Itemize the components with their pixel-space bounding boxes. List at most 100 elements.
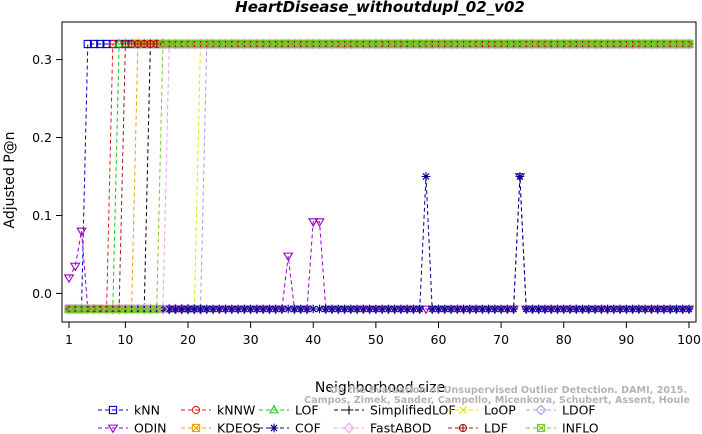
series-line-inflo <box>69 43 689 310</box>
data-point-cof <box>603 304 612 314</box>
x-tick-label: 10 <box>117 332 133 347</box>
legend-marker <box>535 404 547 416</box>
x-tick-label: 90 <box>618 332 634 347</box>
data-point-cof <box>515 172 525 181</box>
data-point-cof <box>446 304 456 314</box>
legend-label: FastABOD <box>370 421 432 434</box>
data-point-cof <box>202 304 212 314</box>
legend-marker <box>191 423 201 433</box>
data-point-cof <box>315 304 324 314</box>
legend-item-lof: LOF <box>259 403 319 418</box>
legend-label: LDOF <box>562 403 596 418</box>
x-tick-label: 40 <box>305 332 321 347</box>
data-point-cof <box>665 304 675 314</box>
data-point-cof <box>252 304 262 314</box>
legend-marker <box>107 424 119 434</box>
series-line-cof <box>69 176 689 310</box>
data-point-cof <box>365 304 374 314</box>
data-point-cof <box>402 304 412 314</box>
series-simplifiedlof <box>64 39 694 314</box>
data-point-odin <box>63 274 75 284</box>
series-line-knn <box>69 43 689 310</box>
legend-label: COF <box>295 421 321 434</box>
legend-item-ldof: LDOF <box>526 403 596 418</box>
series-line-loop <box>69 43 689 310</box>
axes-layer: 1 10 20 30 40 50 60 70 80 90 100 0.0 0.1 0.2 0.3 <box>32 21 701 347</box>
legend-label: SimplifiedLOF <box>370 403 456 418</box>
data-point-cof <box>208 304 218 314</box>
data-point-cof <box>177 304 187 314</box>
data-point-cof <box>534 304 544 314</box>
legend-label: LoOP <box>484 403 516 418</box>
data-point-cof <box>540 304 550 314</box>
data-point-cof <box>409 304 418 314</box>
legend-label: LDF <box>484 421 508 434</box>
data-point-cof <box>396 304 406 314</box>
series-line-lof <box>69 43 689 310</box>
data-point-cof <box>427 304 437 314</box>
data-point-cof <box>352 304 362 314</box>
x-tick-label: 1 <box>65 332 73 347</box>
x-tick-label: 30 <box>243 332 259 347</box>
data-point-cof <box>640 304 650 314</box>
data-point-cof <box>321 304 331 314</box>
y-tick-label: 0.3 <box>32 52 52 67</box>
data-point-cof <box>622 304 631 314</box>
legend-item-kdeos: KDEOS <box>181 421 261 434</box>
data-point-cof <box>359 304 368 314</box>
data-point-cof <box>659 304 669 314</box>
data-point-cof <box>509 304 518 314</box>
data-point-cof <box>490 304 500 314</box>
data-point-cof <box>478 304 487 314</box>
legend-label: kNN <box>134 403 160 418</box>
series-line-kdeos <box>69 43 689 310</box>
legend-label: kNNW <box>217 403 255 418</box>
data-point-cof <box>333 304 343 314</box>
data-point-odin <box>420 305 432 315</box>
series-fastabod <box>63 38 695 315</box>
data-point-cof <box>521 304 531 314</box>
series-line-odin <box>68 176 689 310</box>
data-point-cof <box>609 304 619 314</box>
legend-marker <box>344 405 354 415</box>
data-point-inflo <box>152 304 161 314</box>
x-tick-label: 20 <box>180 332 196 347</box>
legend-label: KDEOS <box>217 421 261 434</box>
data-point-cof <box>296 304 306 314</box>
data-point-cof <box>434 304 443 314</box>
series-odin <box>63 173 695 315</box>
data-point-cof <box>615 304 625 314</box>
data-point-cof <box>371 304 381 314</box>
x-tick-label: 70 <box>493 332 509 347</box>
series-line-simplifiedlof <box>69 43 689 310</box>
series-line-ldof <box>69 43 689 310</box>
data-point-cof <box>421 172 431 181</box>
data-point-odin <box>282 252 294 262</box>
data-point-cof <box>233 304 243 314</box>
legend-marker <box>191 405 201 415</box>
series-line-ldf <box>69 43 689 310</box>
data-point-cof <box>559 304 569 314</box>
data-point-cof <box>628 304 637 314</box>
data-point-cof <box>214 304 224 314</box>
y-tick-label: 0.1 <box>32 208 52 223</box>
data-point-cof <box>578 304 587 314</box>
data-point-lof <box>114 38 124 48</box>
legend-label: ODIN <box>134 421 167 434</box>
x-tick-label: 50 <box>368 332 384 347</box>
data-point-cof <box>503 304 512 314</box>
data-point-cof <box>597 304 606 314</box>
series-line-fastabod <box>69 43 689 310</box>
data-point-cof <box>171 304 180 314</box>
data-point-cof <box>346 304 356 314</box>
data-point-cof <box>227 304 237 314</box>
data-point-knn <box>83 39 92 49</box>
y-axis-label: Adjusted P@n <box>2 131 18 228</box>
data-point-cof <box>384 304 393 314</box>
legend-item-inflo: INFLO <box>526 421 599 434</box>
legend-item-cof: COF <box>259 421 321 434</box>
x-tick-label: 60 <box>431 332 447 347</box>
data-point-odin <box>69 262 81 272</box>
data-point-cof <box>465 304 475 314</box>
data-point-cof <box>265 304 274 314</box>
